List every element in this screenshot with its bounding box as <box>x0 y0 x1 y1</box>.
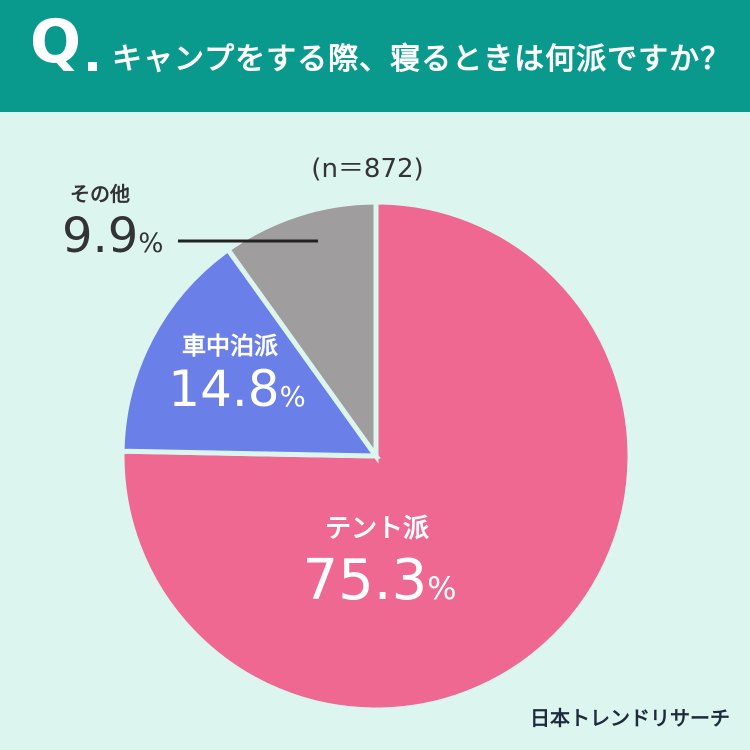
slice-value-other-number: 9.9 <box>62 208 139 264</box>
q-dot <box>88 62 97 71</box>
question-title: キャンプをする際、寝るときは何派ですか？ <box>112 42 732 77</box>
q-mark: Q <box>30 7 82 77</box>
percent-sign: % <box>279 381 306 413</box>
slice-value-tent-number: 75.3 <box>302 548 428 613</box>
slice-value-tent: 75.3% <box>287 548 472 613</box>
slice-value-car: 14.8% <box>152 360 322 418</box>
slice-label-other: その他 <box>70 182 130 206</box>
percent-sign: % <box>138 228 164 259</box>
slice-label-tent: テント派 <box>324 514 429 544</box>
pie-slice-car <box>119 246 381 459</box>
pie-slice-other <box>224 199 379 464</box>
slice-value-other: 9.9% <box>62 208 192 264</box>
slice-label-car: 車中泊派 <box>182 332 278 360</box>
sample-size-label: (n＝872) <box>311 154 424 184</box>
brand-logo-text: 日本トレンドリサーチ <box>530 706 730 730</box>
header-bar: Q キャンプをする際、寝るときは何派ですか？ <box>0 0 750 112</box>
slice-value-car-number: 14.8 <box>168 360 280 418</box>
percent-sign: % <box>427 571 457 607</box>
